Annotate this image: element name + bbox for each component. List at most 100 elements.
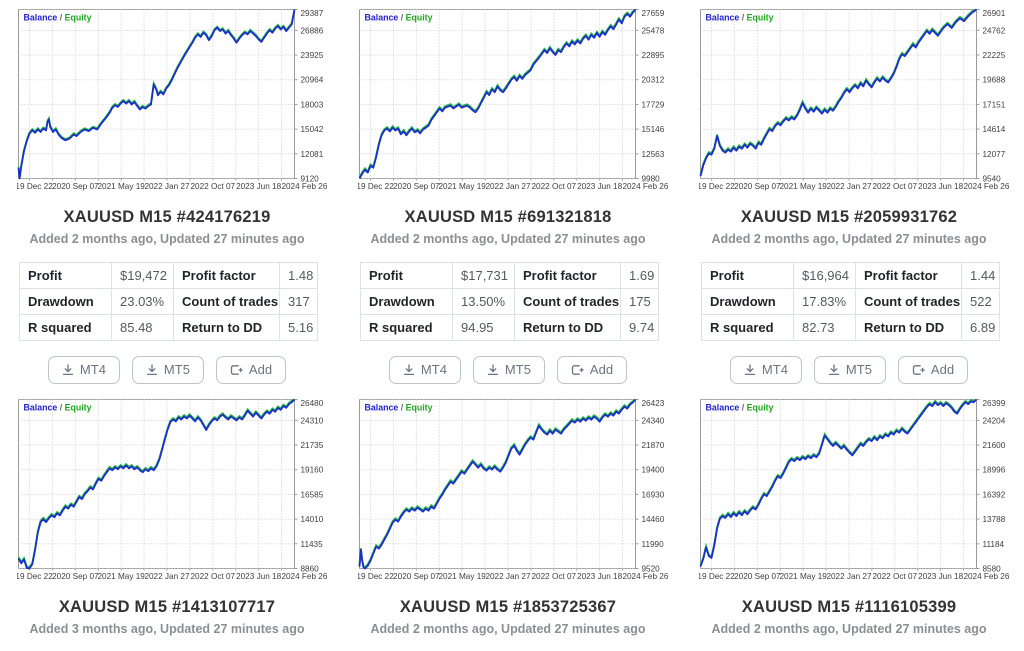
strategy-meta: Added 2 months ago, Updated 27 minutes a… xyxy=(29,232,305,246)
add-button[interactable]: Add xyxy=(556,356,628,384)
stats-row: R squared 85.48 Return to DD 5.16 xyxy=(19,314,318,341)
svg-text:2020 Sep 07: 2020 Sep 07 xyxy=(52,182,99,191)
y-axis-labels: 26901 24762 22225 19688 17151 14614 12077 9540 xyxy=(983,9,1006,184)
plot-border xyxy=(359,399,636,569)
mt4-button[interactable]: MT4 xyxy=(729,356,802,384)
chart-legend: Balance / Equity xyxy=(706,403,774,413)
svg-text:20964: 20964 xyxy=(301,76,324,85)
svg-text:12081: 12081 xyxy=(301,150,324,159)
svg-text:26886: 26886 xyxy=(301,26,324,35)
strategy-title[interactable]: XAUUSD M15 #2059931762 xyxy=(740,208,958,226)
mt4-button[interactable]: MT4 xyxy=(388,356,461,384)
button-label: Add xyxy=(589,362,614,377)
svg-text:23925: 23925 xyxy=(301,51,324,60)
svg-text:13788: 13788 xyxy=(983,515,1006,524)
svg-text:2024 Feb 26: 2024 Feb 26 xyxy=(963,572,1009,581)
balance-line xyxy=(358,398,637,570)
strategy-title[interactable]: XAUUSD M15 #1853725367 xyxy=(399,598,617,616)
svg-text:14010: 14010 xyxy=(301,515,324,524)
svg-text:11184: 11184 xyxy=(983,540,1005,549)
svg-text:9120: 9120 xyxy=(301,175,320,184)
gridlines xyxy=(700,399,980,571)
svg-text:19400: 19400 xyxy=(642,466,665,475)
svg-text:11435: 11435 xyxy=(301,540,324,549)
stat-value: 23.03% xyxy=(111,288,174,315)
svg-text:16585: 16585 xyxy=(301,490,324,499)
stat-value: 5.16 xyxy=(279,314,318,341)
svg-text:2024 Feb 26: 2024 Feb 26 xyxy=(281,572,327,581)
svg-text:26480: 26480 xyxy=(301,399,324,408)
actions-row: MT4 MT5 Add xyxy=(699,356,999,384)
mt5-button[interactable]: MT5 xyxy=(813,356,886,384)
strategy-title[interactable]: XAUUSD M15 #1116105399 xyxy=(741,598,957,616)
chart-legend: Balance / Equity xyxy=(24,403,92,413)
stat-label: Profit factor xyxy=(514,262,621,289)
svg-text:11990: 11990 xyxy=(642,540,665,549)
stat-value: $17,731 xyxy=(452,262,515,289)
equity-chart: 2642324340218701940016930144601199095202… xyxy=(347,398,674,582)
equity-chart: 2648024310217351916016585140101143588602… xyxy=(6,398,333,582)
mt5-button[interactable]: MT5 xyxy=(131,356,204,384)
svg-text:2020 Sep 07: 2020 Sep 07 xyxy=(734,572,781,581)
stat-value: 1.69 xyxy=(620,262,659,289)
balance-line xyxy=(358,8,637,179)
balance-line xyxy=(699,398,978,567)
balance-equity-chart-svg: 2690124762222251968817151146141207795402… xyxy=(688,8,1010,191)
svg-text:2023 Jun 18: 2023 Jun 18 xyxy=(918,182,964,191)
stat-label: Count of trades xyxy=(173,288,280,315)
svg-text:2023 Jun 18: 2023 Jun 18 xyxy=(236,182,282,191)
chart-legend: Balance / Equity xyxy=(365,403,433,413)
mt4-button[interactable]: MT4 xyxy=(47,356,120,384)
svg-text:22225: 22225 xyxy=(983,51,1006,60)
download-icon xyxy=(62,364,74,376)
stat-value: 6.89 xyxy=(961,314,1000,341)
svg-text:17151: 17151 xyxy=(983,100,1006,109)
svg-text:2022 Jan 27: 2022 Jan 27 xyxy=(485,572,531,581)
stat-label: R squared xyxy=(360,314,453,341)
add-button[interactable]: Add xyxy=(215,356,287,384)
strategy-title[interactable]: XAUUSD M15 #424176219 xyxy=(63,208,271,226)
strategy-card: 2938726886239252096418003150421208191202… xyxy=(0,8,341,384)
button-label: MT5 xyxy=(163,362,190,377)
strategy-title[interactable]: XAUUSD M15 #691321818 xyxy=(404,208,612,226)
equity-chart: 2765925478228952031217729151461256399802… xyxy=(347,8,674,192)
svg-text:21735: 21735 xyxy=(301,441,324,450)
svg-text:16930: 16930 xyxy=(642,490,665,499)
stat-label: Profit xyxy=(19,262,112,289)
svg-text:22895: 22895 xyxy=(642,51,665,60)
strategy-title[interactable]: XAUUSD M15 #1413107717 xyxy=(58,598,276,616)
svg-text:26423: 26423 xyxy=(642,399,665,408)
svg-text:25478: 25478 xyxy=(642,26,665,35)
svg-text:19688: 19688 xyxy=(983,76,1006,85)
y-axis-labels: 26423 24340 21870 19400 16930 14460 11990 9520 xyxy=(642,399,665,574)
mt5-button[interactable]: MT5 xyxy=(472,356,545,384)
stat-value: 1.44 xyxy=(961,262,1000,289)
stats-row: Profit $19,472 Profit factor 1.48 xyxy=(19,262,318,289)
svg-text:9980: 9980 xyxy=(642,175,661,184)
stat-value: $16,964 xyxy=(793,262,856,289)
stat-value: 1.48 xyxy=(279,262,318,289)
stats-table: Profit $19,472 Profit factor 1.48 Drawdown 23… xyxy=(19,262,318,341)
y-axis-labels: 26399 24204 21600 18996 16392 13788 11184 8580 xyxy=(983,399,1006,574)
stat-value: 94.95 xyxy=(452,314,515,341)
strategy-meta: Added 2 months ago, Updated 27 minutes a… xyxy=(370,622,646,636)
svg-text:2021 May 19: 2021 May 19 xyxy=(780,182,828,191)
stat-value: 9.74 xyxy=(620,314,659,341)
stats-table: Profit $16,964 Profit factor 1.44 Drawdown 17… xyxy=(701,262,1000,341)
stat-label: Profit xyxy=(701,262,794,289)
download-icon xyxy=(744,364,756,376)
balance-equity-chart-svg: 2765925478228952031217729151461256399802… xyxy=(347,8,669,191)
stat-label: Return to DD xyxy=(173,314,280,341)
gridlines xyxy=(359,9,639,181)
cards-grid: 2938726886239252096418003150421208191202… xyxy=(0,8,1010,636)
add-button[interactable]: Add xyxy=(897,356,969,384)
svg-text:2023 Jun 18: 2023 Jun 18 xyxy=(577,182,623,191)
svg-text:2022 Oct 07: 2022 Oct 07 xyxy=(531,572,576,581)
actions-row: MT4 MT5 Add xyxy=(358,356,658,384)
stat-value: 175 xyxy=(620,288,659,315)
